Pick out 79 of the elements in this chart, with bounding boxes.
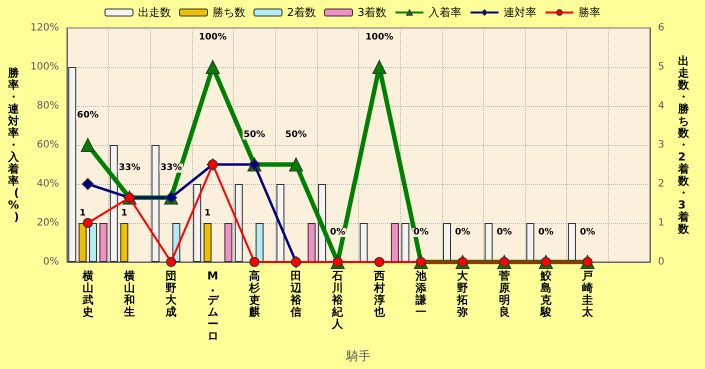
x-tick-label: 西村淳也 [372, 270, 386, 318]
bar [204, 223, 212, 262]
legend-label: 2着数 [287, 6, 316, 19]
data-label: 0% [496, 228, 512, 238]
x-tick-label: 田辺裕信 [290, 270, 303, 318]
bar [390, 223, 399, 262]
y-tick-label: 80% [36, 100, 59, 112]
x-tick-label: 大野拓弥 [456, 270, 470, 318]
x-tick-label: 団野大成 [164, 270, 178, 318]
data-label: 50% [244, 130, 266, 140]
data-label: 1 [204, 208, 211, 218]
bar [224, 223, 232, 262]
data-label: 0% [580, 228, 596, 238]
point [82, 218, 93, 228]
data-label: 1 [79, 208, 86, 218]
y2-tick-label: 5 [658, 62, 664, 72]
data-label: 60% [77, 110, 99, 120]
bar [308, 223, 316, 262]
bar [68, 67, 76, 262]
data-label: 0% [538, 228, 554, 238]
point [374, 257, 384, 267]
y2-tick-label: 6 [658, 22, 664, 34]
bar [276, 184, 284, 262]
y-tick-label: 100% [30, 62, 59, 72]
data-label: 0% [454, 228, 470, 238]
data-label: 33% [118, 163, 140, 174]
data-label: 0% [413, 228, 429, 238]
y-tick-label: 20% [36, 218, 59, 228]
bar [99, 223, 108, 262]
x-tick-label: 横山和生 [122, 270, 135, 318]
bar [193, 184, 202, 262]
legend-label: 出走数 [138, 6, 171, 19]
bar [401, 223, 410, 262]
legend-label: 勝ち数 [212, 6, 246, 19]
text: 勝率・連対率・入着率(%) [8, 66, 19, 224]
x-tick-label: 高杉吏麒 [248, 270, 261, 318]
data-label: 100% [198, 32, 227, 42]
bar [443, 223, 452, 262]
y-tick-label: 0% [43, 256, 59, 268]
y-tick-label: 120% [30, 22, 59, 34]
data-label: 50% [285, 130, 307, 140]
x-tick-label: M.デムーロ [207, 270, 220, 342]
text: 出走数・勝ち数・2着数・3着数 [678, 54, 689, 236]
point [206, 60, 220, 74]
data-label: 100% [365, 32, 394, 42]
y-tick-label: 40% [36, 178, 59, 190]
bar [568, 223, 576, 262]
bar [152, 145, 160, 262]
y2-tick-label: 0 [658, 256, 664, 268]
x-tick-label: 石川裕紀人 [331, 270, 344, 330]
data-label: 0% [330, 228, 346, 238]
point [82, 178, 94, 190]
bar [120, 223, 128, 262]
legend-label: 連対率 [504, 6, 536, 19]
y-tick-label: 60% [36, 140, 59, 150]
bar [484, 223, 493, 262]
x-axis-title: 騎手 [346, 349, 370, 363]
point [166, 257, 176, 267]
bar [234, 184, 243, 262]
point [249, 257, 260, 267]
data-label: 1 [121, 208, 128, 218]
x-tick-label: 横山武史 [81, 270, 94, 318]
legend-label: 3着数 [358, 6, 386, 19]
y2-tick-label: 2 [658, 178, 664, 190]
data-label: 33% [160, 163, 182, 174]
x-tick-label: 戸崎圭太 [581, 270, 594, 318]
x-tick-label: 鮫島克駿 [539, 270, 552, 318]
point [80, 138, 95, 152]
y2-tick-label: 3 [658, 140, 664, 150]
y2-tick-label: 4 [658, 100, 664, 112]
x-tick-label: 池添謙一 [414, 270, 428, 318]
point [289, 158, 304, 172]
legend-label: 勝率 [578, 6, 600, 19]
x-tick-label: 菅原明良 [498, 270, 510, 318]
bar [526, 223, 534, 262]
legend-label: 入着率 [428, 6, 462, 19]
y2-tick-label: 1 [658, 218, 664, 228]
bar [360, 223, 368, 262]
point [372, 60, 386, 74]
